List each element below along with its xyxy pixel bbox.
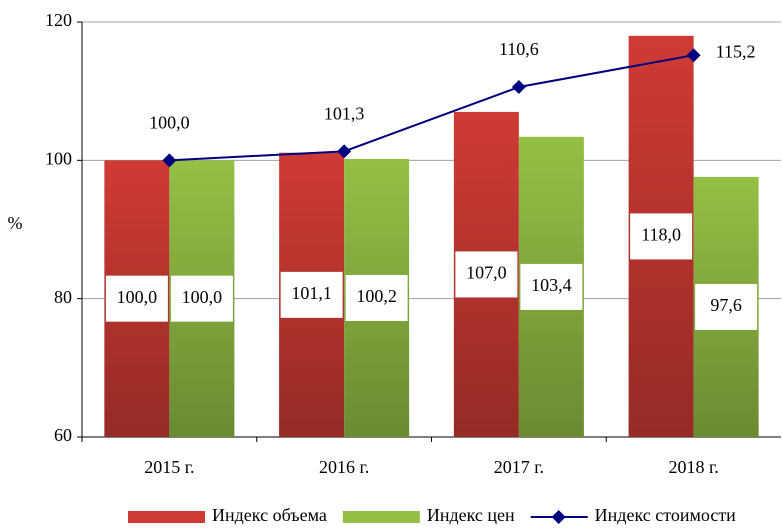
legend-swatch [342,511,420,523]
y-tick-label: 80 [54,287,72,307]
y-tick-label: 100 [45,148,72,168]
legend-swatch [128,511,205,523]
value-label-box [280,271,343,318]
value-label: 97,6 [710,295,742,315]
value-label: 100,0 [117,287,158,307]
line-value-label: 100,0 [149,112,190,132]
x-tick-label: 2018 г. [668,457,718,477]
value-label-box [105,275,168,322]
value-label-box [345,274,408,321]
line-value-label: 101,3 [324,103,365,123]
value-label: 103,4 [531,275,572,295]
legend-marker [551,510,566,524]
value-label: 100,0 [182,287,223,307]
value-label-box [520,263,583,310]
value-label-box [455,251,518,298]
line [169,54,694,162]
x-tick-label: 2017 г. [494,457,544,477]
legend-label: Индекс объема [212,505,327,525]
line-marker [162,153,177,168]
value-label: 100,2 [356,286,397,306]
value-label-box [630,213,693,260]
line-marker [337,144,352,159]
value-label: 101,1 [291,283,332,303]
x-tick-label: 2016 г. [319,457,369,477]
line-marker [686,48,701,63]
legend-label: Индекс стоимости [595,505,737,525]
value-label: 107,0 [466,263,507,283]
y-tick-label: 60 [54,425,72,445]
value-label: 118,0 [641,225,681,245]
line-value-label: 110,6 [499,39,539,59]
value-label-box [695,283,758,330]
line-marker [511,80,526,95]
y-tick-label: 120 [45,10,72,30]
line-value-label: 115,2 [716,41,756,61]
legend-label: Индекс цен [427,505,515,525]
y-axis-label: % [8,213,23,233]
value-label-box [170,275,233,322]
x-tick-label: 2015 г. [144,457,194,477]
